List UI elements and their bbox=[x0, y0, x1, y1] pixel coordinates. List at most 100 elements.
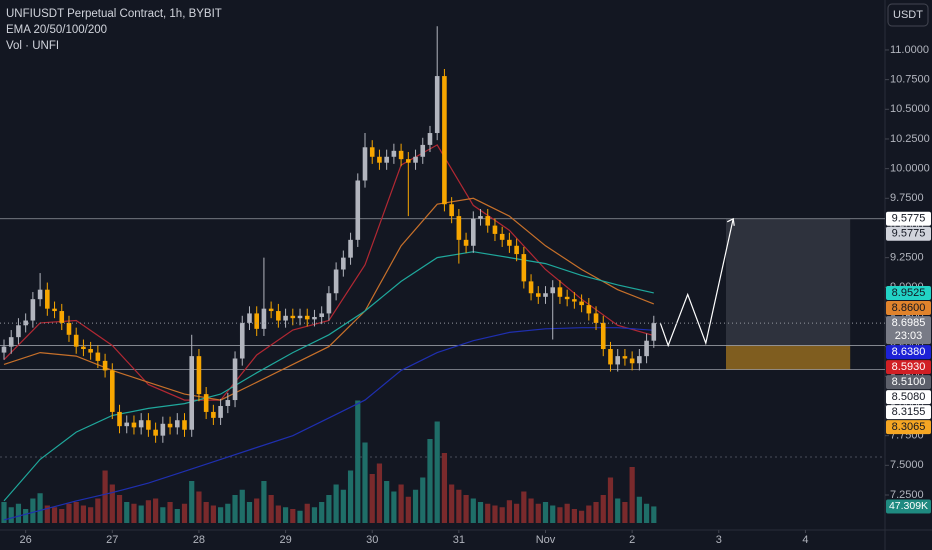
volume-bar bbox=[528, 498, 534, 523]
candle-body bbox=[608, 349, 613, 365]
volume-bar bbox=[398, 484, 404, 523]
volume-bar bbox=[362, 442, 368, 523]
volume-bar bbox=[542, 502, 549, 523]
candle-body bbox=[644, 340, 649, 357]
x-tick-label: Nov bbox=[536, 534, 556, 546]
volume-bar bbox=[514, 503, 520, 523]
y-tick-label: 10.7500 bbox=[890, 74, 930, 86]
x-tick-label: 30 bbox=[366, 534, 378, 546]
volume-bar bbox=[290, 509, 296, 523]
candle-body bbox=[146, 420, 151, 430]
volume-bar bbox=[15, 503, 22, 523]
projection-arrow bbox=[726, 217, 735, 226]
volume-bar bbox=[629, 467, 635, 523]
volume-bar bbox=[499, 507, 505, 523]
candle-body bbox=[261, 308, 267, 329]
volume-bar bbox=[95, 498, 101, 523]
volume-label: Vol · UNFI bbox=[6, 40, 59, 52]
candle-body bbox=[268, 308, 274, 312]
volume-bar bbox=[571, 509, 577, 523]
volume-bar bbox=[73, 502, 79, 523]
volume-bar bbox=[463, 495, 469, 523]
candle-body bbox=[384, 156, 389, 163]
volume-bar bbox=[8, 507, 14, 523]
price-marker-label: 8.5930 bbox=[892, 361, 926, 373]
countdown-label: 23:03 bbox=[895, 330, 923, 342]
x-tick-label: 2 bbox=[629, 534, 635, 546]
candle-body bbox=[37, 289, 43, 300]
price-marker-label: 8.6985 bbox=[892, 317, 926, 329]
candle-body bbox=[102, 360, 108, 371]
price-marker-label: 8.5080 bbox=[892, 391, 926, 403]
candle-body bbox=[456, 216, 462, 240]
price-marker bbox=[886, 360, 931, 375]
candle-body bbox=[442, 76, 447, 205]
price-marker bbox=[886, 211, 931, 226]
projection-path bbox=[659, 218, 734, 348]
volume-bar bbox=[174, 509, 180, 523]
price-marker-label: 8.6380 bbox=[892, 346, 926, 358]
price-marker-label: 8.3065 bbox=[892, 421, 926, 433]
x-tick-label: 29 bbox=[279, 534, 291, 546]
volume-bar bbox=[405, 496, 411, 523]
volume-bar bbox=[412, 489, 419, 523]
volume-bar bbox=[297, 510, 303, 523]
ema-line bbox=[3, 327, 654, 521]
y-tick-label: 10.5000 bbox=[890, 103, 930, 115]
volume-bar bbox=[275, 505, 281, 523]
candle-body bbox=[463, 239, 469, 246]
volume-bar bbox=[326, 495, 332, 523]
volume-bar bbox=[37, 493, 43, 523]
candle-body bbox=[81, 346, 86, 350]
price-marker bbox=[886, 285, 931, 300]
candle-body bbox=[543, 293, 548, 297]
candle-body bbox=[557, 287, 563, 297]
volume-bar bbox=[246, 502, 253, 523]
candle-body bbox=[326, 293, 332, 314]
volume-bar bbox=[521, 491, 527, 523]
currency-button[interactable] bbox=[887, 3, 929, 27]
volume-bar bbox=[311, 507, 318, 523]
volume-bar bbox=[615, 498, 621, 523]
y-tick-label: 9.2500 bbox=[890, 252, 924, 264]
volume-bar bbox=[44, 505, 50, 523]
x-tick-label: 31 bbox=[453, 534, 465, 546]
candle-body bbox=[499, 233, 505, 240]
candle-body bbox=[23, 320, 28, 326]
volume-bar bbox=[51, 507, 58, 523]
volume-bar bbox=[456, 489, 462, 523]
y-tick-label: 10.0000 bbox=[890, 163, 930, 175]
candle-body bbox=[355, 180, 361, 240]
candle-body bbox=[514, 245, 519, 255]
y-tick-label: 11.0000 bbox=[890, 44, 929, 56]
volume-bar bbox=[427, 439, 433, 523]
volume-bar bbox=[384, 481, 390, 523]
candle-body bbox=[406, 159, 411, 163]
candle-body bbox=[290, 315, 296, 319]
candle-body bbox=[160, 423, 166, 436]
candle-body bbox=[586, 305, 592, 314]
volume-bar bbox=[636, 496, 642, 523]
candle-body bbox=[427, 133, 433, 145]
candle-body bbox=[59, 311, 65, 323]
volume-bar bbox=[449, 484, 455, 523]
candle-body bbox=[1, 346, 7, 353]
candle-body bbox=[124, 422, 130, 427]
price-marker bbox=[886, 405, 931, 420]
candle-body bbox=[297, 315, 303, 319]
volume-bar bbox=[116, 495, 123, 523]
volume-bar bbox=[88, 507, 94, 523]
volume-bar bbox=[282, 507, 289, 523]
candle-body bbox=[341, 257, 346, 270]
volume-bar bbox=[391, 491, 397, 523]
price-marker bbox=[886, 316, 931, 345]
volume-bar bbox=[268, 495, 274, 523]
volume-bar bbox=[109, 484, 115, 523]
candle-body bbox=[312, 316, 317, 320]
volume-bar bbox=[485, 503, 491, 523]
volume-bar bbox=[441, 453, 448, 523]
currency-label[interactable]: USDT bbox=[893, 9, 923, 21]
y-tick-label: 7.2500 bbox=[890, 489, 924, 501]
candle-body bbox=[413, 156, 418, 163]
